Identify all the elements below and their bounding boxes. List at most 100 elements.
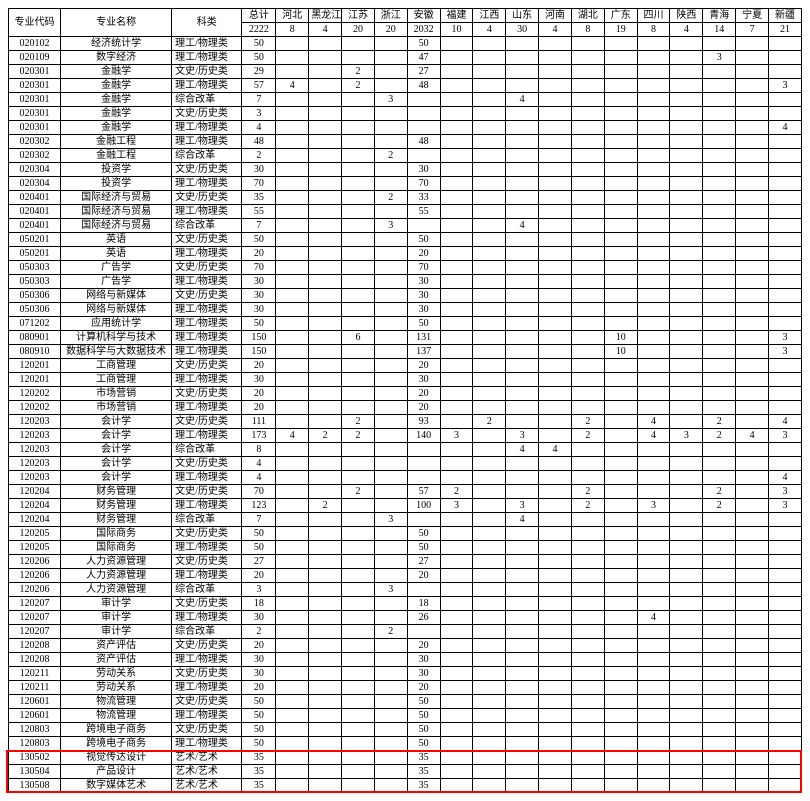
cell-value bbox=[703, 331, 736, 345]
cell-value bbox=[670, 485, 703, 499]
cell-value bbox=[637, 93, 670, 107]
cell-value bbox=[637, 457, 670, 471]
cell-value bbox=[374, 527, 407, 541]
cell-value bbox=[571, 219, 604, 233]
cell-total: 50 bbox=[242, 51, 276, 65]
cell-kelei: 艺术/艺术 bbox=[172, 779, 242, 793]
cell-value bbox=[440, 527, 473, 541]
cell-kelei: 文史/历史类 bbox=[172, 485, 242, 499]
cell-value bbox=[637, 107, 670, 121]
cell-value bbox=[571, 233, 604, 247]
cell-value bbox=[473, 485, 506, 499]
cell-value bbox=[736, 359, 769, 373]
cell-value bbox=[539, 261, 572, 275]
cell-value bbox=[703, 765, 736, 779]
cell-code: 120206 bbox=[9, 555, 61, 569]
cell-value bbox=[374, 765, 407, 779]
cell-value bbox=[539, 667, 572, 681]
cell-value bbox=[670, 527, 703, 541]
cell-value bbox=[276, 65, 309, 79]
cell-total: 57 bbox=[242, 79, 276, 93]
cell-name: 英语 bbox=[61, 247, 172, 261]
cell-value bbox=[539, 457, 572, 471]
cell-value bbox=[374, 65, 407, 79]
cell-value bbox=[309, 121, 342, 135]
cell-value bbox=[374, 597, 407, 611]
cell-value bbox=[440, 121, 473, 135]
cell-value bbox=[637, 373, 670, 387]
cell-value bbox=[309, 247, 342, 261]
prov-total: 2032 bbox=[407, 23, 440, 37]
cell-kelei: 理工/物理类 bbox=[172, 611, 242, 625]
table-row: 120202市场营销理工/物理类2020 bbox=[9, 401, 802, 415]
table-row: 080901计算机科学与技术理工/物理类1506131103 bbox=[9, 331, 802, 345]
cell-total: 50 bbox=[242, 541, 276, 555]
table-row: 020102经济统计学理工/物理类5050 bbox=[9, 37, 802, 51]
cell-value bbox=[736, 485, 769, 499]
cell-value: 50 bbox=[407, 37, 440, 51]
cell-value bbox=[637, 121, 670, 135]
cell-value bbox=[309, 401, 342, 415]
cell-total: 50 bbox=[242, 695, 276, 709]
cell-value bbox=[309, 485, 342, 499]
cell-value bbox=[506, 205, 539, 219]
cell-kelei: 综合改革 bbox=[172, 625, 242, 639]
cell-total: 30 bbox=[242, 303, 276, 317]
cell-value bbox=[571, 653, 604, 667]
cell-value bbox=[440, 583, 473, 597]
cell-value bbox=[736, 457, 769, 471]
prov-total: 14 bbox=[703, 23, 736, 37]
cell-value bbox=[637, 583, 670, 597]
cell-value bbox=[670, 569, 703, 583]
cell-value bbox=[736, 135, 769, 149]
cell-value bbox=[342, 135, 375, 149]
cell-value bbox=[736, 513, 769, 527]
cell-value bbox=[670, 415, 703, 429]
cell-value bbox=[736, 723, 769, 737]
cell-value bbox=[440, 597, 473, 611]
cell-value bbox=[374, 163, 407, 177]
cell-value bbox=[670, 597, 703, 611]
cell-value bbox=[342, 219, 375, 233]
cell-value bbox=[342, 583, 375, 597]
cell-value bbox=[539, 163, 572, 177]
cell-value bbox=[571, 723, 604, 737]
cell-value: 2 bbox=[342, 429, 375, 443]
table-row: 020301金融学综合改革734 bbox=[9, 93, 802, 107]
cell-value bbox=[703, 79, 736, 93]
cell-value bbox=[670, 247, 703, 261]
cell-total: 20 bbox=[242, 387, 276, 401]
cell-total: 50 bbox=[242, 709, 276, 723]
cell-value bbox=[703, 303, 736, 317]
cell-value bbox=[571, 569, 604, 583]
cell-value bbox=[506, 261, 539, 275]
cell-value bbox=[604, 541, 637, 555]
cell-value bbox=[736, 667, 769, 681]
cell-value bbox=[309, 387, 342, 401]
cell-name: 国际商务 bbox=[61, 527, 172, 541]
prov-header: 安徽 bbox=[407, 9, 440, 23]
cell-kelei: 文史/历史类 bbox=[172, 597, 242, 611]
cell-total: 35 bbox=[242, 765, 276, 779]
cell-value bbox=[342, 751, 375, 765]
cell-code: 020401 bbox=[9, 205, 61, 219]
cell-total: 4 bbox=[242, 121, 276, 135]
cell-value bbox=[407, 583, 440, 597]
cell-name: 工商管理 bbox=[61, 373, 172, 387]
cell-value bbox=[473, 65, 506, 79]
cell-total: 2 bbox=[242, 149, 276, 163]
cell-value: 30 bbox=[407, 303, 440, 317]
cell-value bbox=[637, 541, 670, 555]
cell-value bbox=[309, 205, 342, 219]
cell-value: 4 bbox=[637, 415, 670, 429]
cell-value bbox=[342, 93, 375, 107]
cell-value bbox=[769, 163, 802, 177]
cell-value bbox=[703, 163, 736, 177]
cell-value bbox=[374, 387, 407, 401]
col-total-header: 总计 bbox=[242, 9, 276, 23]
table-row: 120202市场营销文史/历史类2020 bbox=[9, 387, 802, 401]
cell-value bbox=[670, 583, 703, 597]
cell-value bbox=[309, 233, 342, 247]
cell-code: 120201 bbox=[9, 373, 61, 387]
cell-value bbox=[309, 149, 342, 163]
